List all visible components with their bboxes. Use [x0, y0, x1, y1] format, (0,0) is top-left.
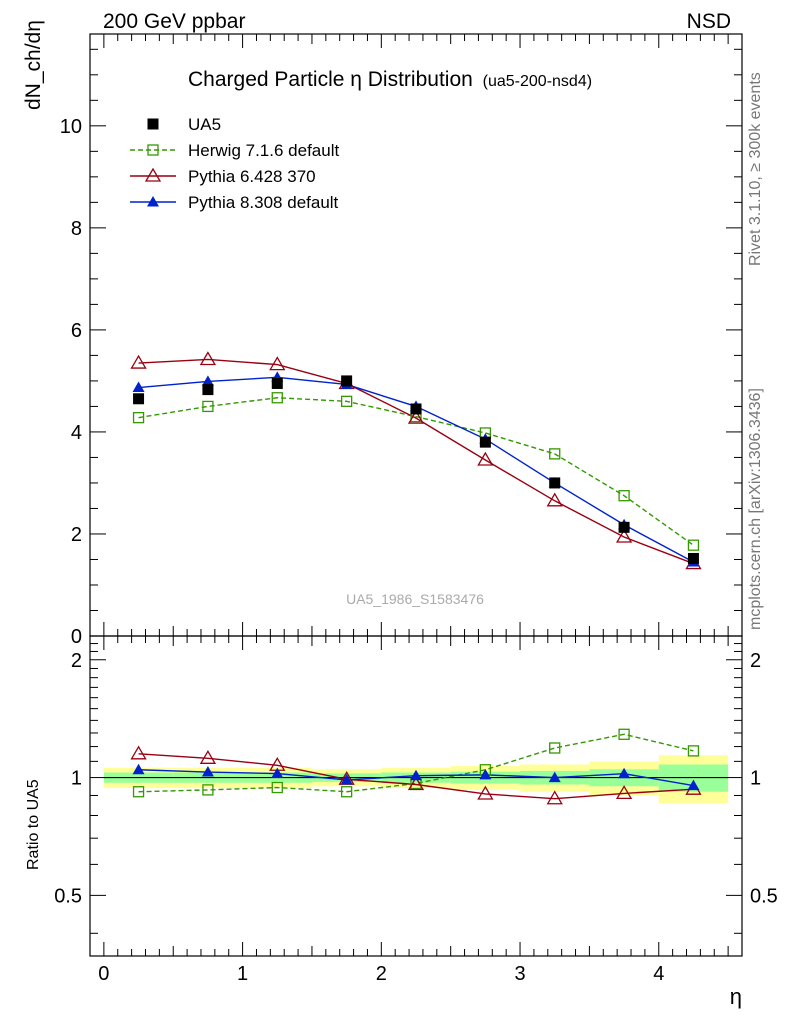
legend-marker-herwig [147, 144, 159, 156]
ratio-point-pythia6 [615, 785, 633, 800]
main-point-herwig [132, 411, 145, 424]
ratio-y-tick-label: 1 [71, 768, 82, 790]
legend-label: Pythia 6.428 370 [188, 167, 316, 186]
ratio-series-line-herwig [138, 733, 694, 793]
ratio-point-pythia8 [340, 773, 353, 785]
x-tick-label: 3 [514, 963, 525, 985]
y-tick-label: 10 [60, 116, 82, 138]
ratio-point-pythia8 [479, 768, 492, 780]
ratio-point-pythia8 [132, 763, 145, 775]
main-point-data [479, 436, 491, 448]
ratio-y-tick-label: 2 [71, 650, 82, 672]
main-point-data [341, 375, 353, 387]
main-point-pythia6 [546, 492, 563, 507]
ratio-point-pythia6 [407, 776, 425, 791]
x-axis-label: η [730, 984, 742, 1009]
y-tick-label: 8 [71, 218, 82, 240]
main-point-herwig [687, 539, 700, 551]
main-point-pythia6 [269, 356, 286, 371]
legend-marker-data [147, 118, 159, 130]
ratio-point-herwig [271, 781, 283, 794]
chart-title-main: Charged Particle η Distribution [188, 68, 473, 91]
main-panel: 0 2 4 6 8 10 [60, 33, 743, 648]
main-point-pythia8 [132, 381, 145, 393]
ratio-point-herwig [549, 742, 561, 754]
ratio-point-pythia8 [271, 767, 284, 779]
x-tick-label: 4 [653, 963, 664, 985]
y-tick-label: 4 [71, 422, 82, 444]
y-tick-label: 6 [71, 320, 82, 342]
ratio-series-line-pythia6 [138, 753, 694, 800]
main-point-data [549, 477, 561, 489]
ratio-y-tick-label-right: 1 [750, 768, 761, 790]
main-y-axis-label: dN_ch/dη [22, 20, 45, 110]
ratio-y-tick-label-right: 2 [750, 650, 761, 672]
rivet-label: Rivet 3.1.10, ≥ 300k events [747, 72, 764, 266]
ratio-point-pythia6 [130, 745, 147, 760]
ratio-point-pythia8 [410, 769, 422, 781]
ratio-point-herwig [687, 745, 700, 757]
mcplots-label: mcplots.cern.ch [arXiv:1306.3436] [747, 388, 764, 630]
main-point-pythia6 [477, 451, 494, 466]
main-point-data [410, 403, 422, 415]
main-y-axis-label-text: dN_ch/dη [22, 20, 45, 110]
main-point-herwig [549, 448, 561, 460]
header-left: 200 GeV ppbar [103, 10, 245, 33]
legend-label: UA5 [188, 115, 221, 134]
header-right: NSD [687, 10, 731, 33]
ratio-y-tick-label: 0.5 [54, 885, 82, 907]
main-point-pythia6 [130, 354, 147, 369]
main-point-herwig [618, 490, 630, 502]
y-tick-label: 0 [71, 626, 82, 648]
x-tick-label: 2 [376, 963, 387, 985]
main-point-data [202, 384, 214, 396]
ratio-point-pythia6 [546, 790, 563, 805]
main-point-herwig [340, 395, 353, 407]
ratio-panel: 0 1 2 3 4 0.5 0.5 1 1 2 2 [54, 635, 778, 985]
y-tick-label: 2 [71, 524, 82, 546]
ratio-point-herwig [340, 786, 353, 798]
ratio-point-pythia8 [548, 771, 561, 783]
analysis-watermark: UA5_1986_S1583476 [346, 591, 484, 607]
x-tick-label: 0 [98, 963, 109, 985]
main-series-line-herwig [138, 397, 694, 546]
main-point-pythia6 [615, 528, 633, 543]
main-point-herwig [271, 392, 283, 404]
legend: UA5 Herwig 7.1.6 default Pythia 6.428 370 P… [130, 115, 339, 212]
ratio-point-pythia8 [687, 779, 700, 791]
ratio-point-herwig [618, 728, 630, 740]
main-point-data [687, 552, 699, 564]
main-series-line-pythia6 [138, 358, 694, 565]
main-point-data [271, 377, 283, 389]
ratio-point-pythia6 [477, 785, 494, 800]
ratio-y-axis-label: Ratio to UA5 [25, 779, 42, 870]
legend-label: Herwig 7.1.6 default [188, 141, 339, 160]
legend-label: Pythia 8.308 default [188, 193, 339, 212]
ratio-point-pythia8 [201, 766, 214, 777]
main-point-pythia6 [407, 409, 425, 424]
chart-title: Charged Particle η Distribution (ua5-200… [188, 68, 592, 91]
main-point-pythia6 [199, 351, 217, 366]
ratio-frame [89, 635, 743, 957]
ratio-y-tick-label-right: 0.5 [750, 885, 778, 907]
main-point-herwig [202, 400, 214, 413]
ratio-point-pythia8 [618, 767, 631, 779]
x-tick-label: 1 [237, 963, 248, 985]
ratio-point-pythia6 [199, 750, 217, 764]
ratio-point-herwig [132, 786, 145, 798]
main-point-data [618, 521, 630, 533]
main-point-pythia8 [201, 375, 214, 386]
main-point-data [133, 393, 145, 405]
chart-title-sub: (ua5-200-nsd4) [483, 73, 592, 90]
legend-marker-pythia8 [147, 196, 159, 207]
ratio-point-herwig [202, 784, 214, 796]
legend-marker-pythia6 [144, 167, 162, 182]
